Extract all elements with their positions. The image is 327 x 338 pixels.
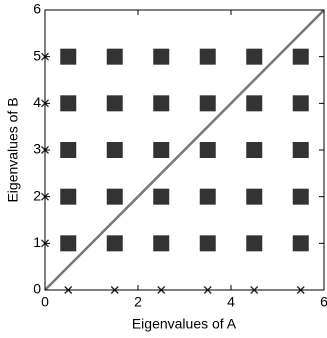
y-axis-label: Eigenvalues of B (5, 97, 21, 202)
y-tick-label: 0 (33, 281, 41, 297)
square-marker (106, 142, 123, 158)
square-marker (246, 95, 263, 112)
square-marker (60, 142, 77, 158)
x-tick-label: 2 (134, 294, 142, 310)
y-tick-label: 6 (33, 1, 41, 17)
x-tick-label: 6 (320, 294, 327, 310)
x-tick-label: 4 (227, 294, 235, 310)
square-marker (199, 188, 216, 205)
square-marker (246, 188, 263, 205)
y-tick-label: 5 (33, 47, 41, 63)
square-marker (153, 95, 170, 112)
square-marker (292, 142, 309, 158)
square-marker (60, 235, 77, 252)
square-marker (246, 142, 263, 158)
square-marker (153, 142, 170, 158)
square-marker (153, 188, 170, 205)
square-marker (246, 48, 263, 65)
x-tick-label: 0 (41, 294, 49, 310)
diagonal-line (44, 9, 325, 291)
square-marker (106, 48, 123, 65)
square-marker (292, 95, 309, 112)
square-marker (153, 235, 170, 252)
square-marker (60, 48, 77, 65)
square-marker (60, 95, 77, 112)
x-axis-label: Eigenvalues of A (132, 316, 237, 332)
square-marker (199, 48, 216, 65)
square-marker (153, 48, 170, 65)
y-tick-label: 4 (33, 94, 41, 110)
square-marker (199, 235, 216, 252)
square-marker (60, 188, 77, 205)
square-marker (106, 188, 123, 205)
square-marker (106, 235, 123, 252)
square-marker (292, 235, 309, 252)
square-marker (199, 95, 216, 112)
square-marker (106, 95, 123, 112)
square-marker (199, 142, 216, 158)
y-tick-label: 2 (33, 187, 41, 203)
square-marker (246, 235, 263, 252)
square-marker (292, 188, 309, 205)
y-tick-label: 1 (33, 234, 41, 250)
square-marker (292, 48, 309, 65)
y-tick-label: 3 (33, 141, 41, 157)
